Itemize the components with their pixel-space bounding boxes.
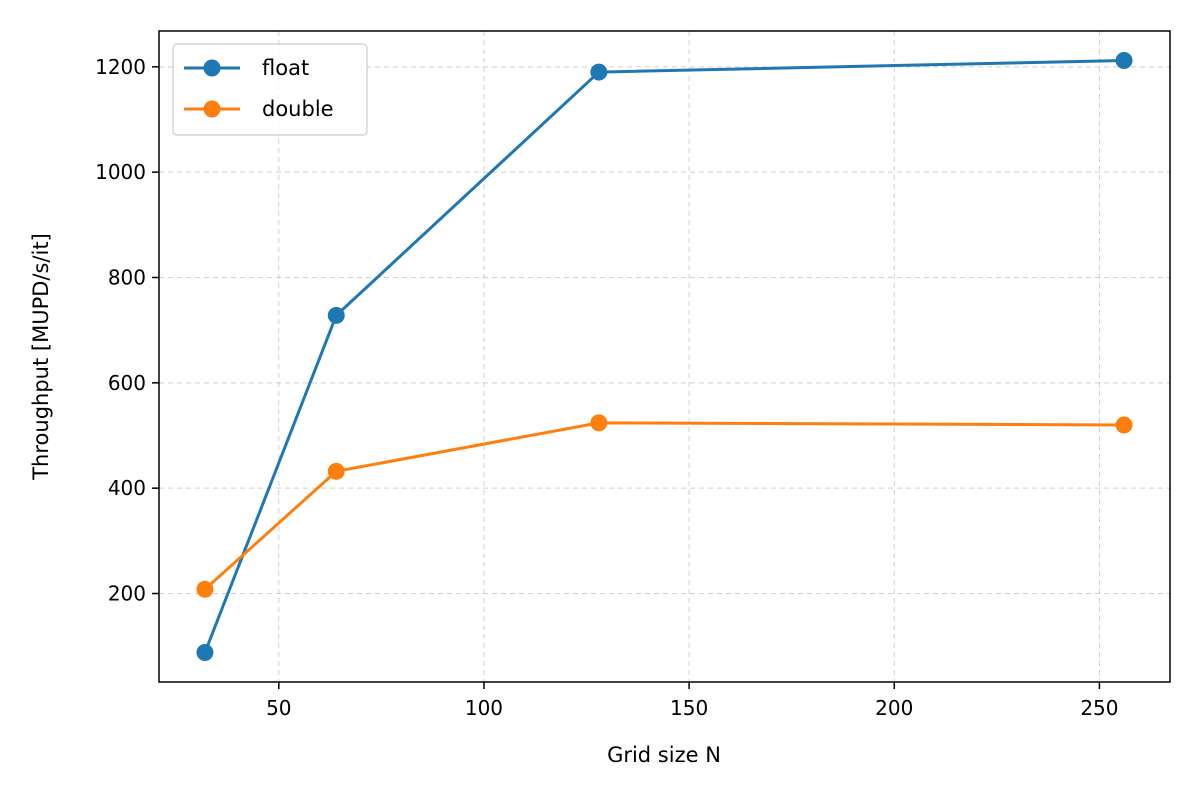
x-tick-label: 150: [670, 696, 708, 720]
data-point-double: [1115, 416, 1133, 434]
y-tick-label: 1200: [95, 55, 146, 79]
plot-frame: [158, 30, 1171, 683]
y-tick-label: 200: [108, 582, 146, 606]
legend: float double: [172, 43, 368, 136]
x-tick-label: 200: [875, 696, 913, 720]
data-point-float: [196, 644, 214, 662]
y-tick-label: 600: [108, 371, 146, 395]
data-point-float: [327, 306, 345, 324]
y-tick-label: 1000: [95, 160, 146, 184]
data-point-float: [1115, 51, 1133, 69]
y-tick-label: 800: [108, 265, 146, 289]
legend-label-double: double: [262, 97, 334, 121]
x-tick-label: 250: [1080, 696, 1118, 720]
legend-marker-double: [203, 100, 221, 118]
series-line-double: [203, 421, 1125, 591]
data-point-double: [327, 462, 345, 480]
data-point-double: [590, 414, 608, 432]
y-axis-label: Throughput [MUPD/s/it]: [29, 233, 53, 481]
data-point-float: [590, 63, 608, 81]
legend-label-float: float: [262, 56, 309, 80]
x-axis-label: Grid size N: [607, 743, 721, 767]
data-point-double: [196, 580, 214, 598]
series-layer: [196, 51, 1133, 662]
y-tick-label: 400: [108, 476, 146, 500]
x-tick-label: 50: [266, 696, 291, 720]
legend-marker-float: [203, 59, 221, 77]
series-line-float: [203, 58, 1125, 654]
x-tick-label: 100: [465, 696, 503, 720]
ticks: 50 100 150 200 250 200 400 600 800 1000 1200: [95, 55, 1118, 720]
grid: [159, 31, 1170, 682]
